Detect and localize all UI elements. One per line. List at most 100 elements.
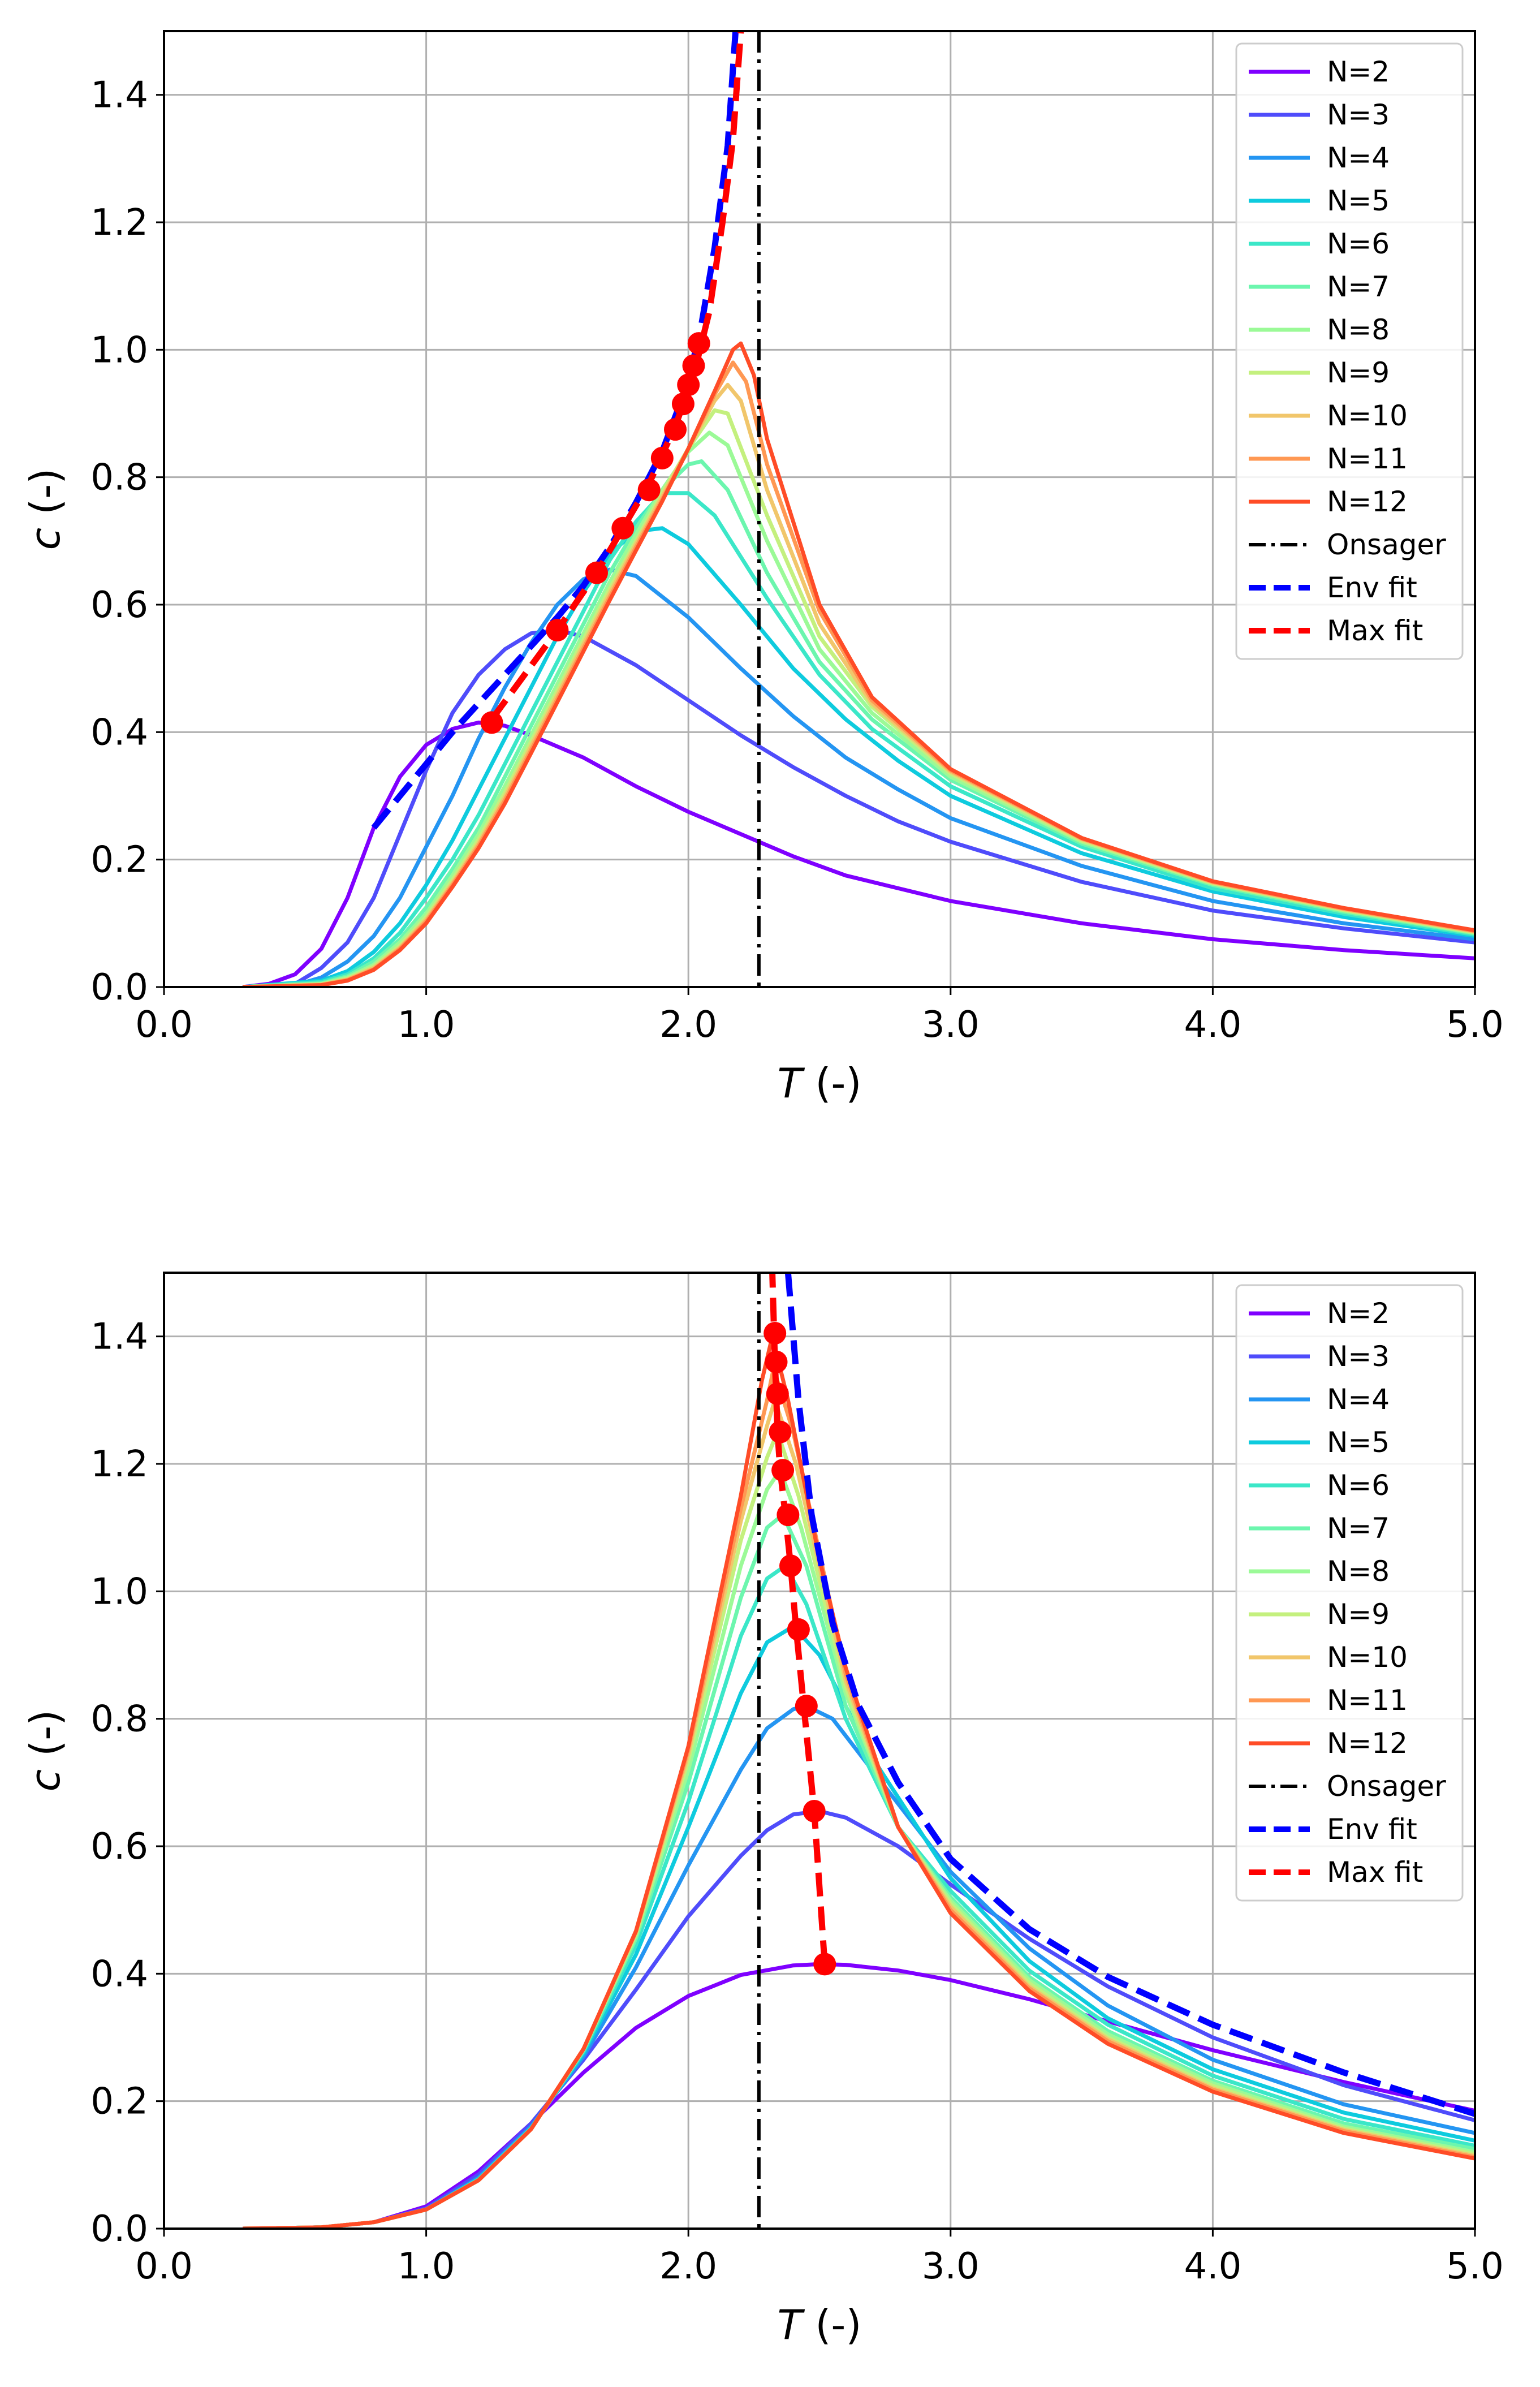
x-axis-label: T (-) — [777, 2301, 861, 2349]
maximum-marker — [777, 1503, 800, 1527]
y-tick-label: 1.4 — [90, 1316, 148, 1358]
maximum-marker — [664, 418, 687, 441]
y-tick-label: 0.4 — [90, 712, 148, 753]
legend-label-n-7: N=7 — [1327, 270, 1390, 303]
legend-label-n-9: N=9 — [1327, 1598, 1390, 1631]
legend-label-n-5: N=5 — [1327, 184, 1390, 217]
x-tick-label: 3.0 — [922, 1004, 980, 1046]
legend-label-n-12: N=12 — [1327, 485, 1408, 518]
x-tick-label: 5.0 — [1446, 2246, 1504, 2287]
maximum-marker — [779, 1554, 803, 1578]
y-tick-label: 1.2 — [90, 202, 148, 244]
series-line-env-fit — [371, 31, 739, 830]
series-line-n-7 — [242, 459, 1475, 987]
x-tick-label: 4.0 — [1184, 2246, 1242, 2287]
legend-label-onsager: Onsager — [1327, 1770, 1446, 1803]
legend-label-env-fit: Env fit — [1327, 1813, 1417, 1846]
maximum-marker — [650, 446, 674, 469]
legend-box — [1235, 42, 1464, 660]
legend-label-n-6: N=6 — [1327, 227, 1390, 260]
x-axis-variable: T — [777, 1059, 805, 1107]
y-tick-label: 0.6 — [90, 584, 148, 626]
y-axis-unit: (-) — [21, 1710, 69, 1756]
legend-label-n-4: N=4 — [1327, 1383, 1390, 1416]
y-tick-label: 1.0 — [90, 329, 148, 371]
legend-label-n-4: N=4 — [1327, 141, 1390, 174]
y-tick-label: 0.8 — [90, 457, 148, 499]
legend-label-n-3: N=3 — [1327, 1340, 1390, 1373]
legend-label-n-8: N=8 — [1327, 1555, 1390, 1588]
y-axis-variable: c — [21, 528, 69, 550]
legend-label-n-7: N=7 — [1327, 1512, 1390, 1545]
legend-label-n-11: N=11 — [1327, 1684, 1408, 1717]
y-axis-label: c (-) — [21, 1710, 69, 1792]
x-tick-label: 1.0 — [398, 2246, 455, 2287]
legend-label-max-fit: Max fit — [1327, 614, 1423, 647]
x-tick-label: 5.0 — [1446, 1004, 1504, 1046]
series-line-n-2 — [242, 720, 1475, 987]
x-tick-label: 2.0 — [659, 1004, 717, 1046]
y-tick-label: 1.2 — [90, 1444, 148, 1485]
x-axis-variable: T — [777, 2301, 805, 2349]
maximum-marker — [677, 373, 700, 397]
legend-box — [1235, 1284, 1464, 1902]
maximum-marker — [546, 619, 569, 642]
legend-label-n-5: N=5 — [1327, 1426, 1390, 1459]
maximum-marker — [763, 1322, 787, 1345]
series-line-n-12 — [243, 341, 1475, 987]
legend: N=2 N=3 N=4 N=5 N=6 N=7 N=8 N=9 N=10 N=11 N=12 Onsa… — [1235, 1284, 1464, 1902]
y-tick-label: 0.0 — [90, 967, 148, 1009]
maximum-marker — [682, 354, 705, 377]
maximum-marker — [637, 479, 661, 502]
y-tick-label: 0.6 — [90, 1826, 148, 1868]
x-tick-label: 0.0 — [135, 2246, 193, 2287]
maximum-marker — [787, 1618, 810, 1641]
x-tick-label: 3.0 — [922, 2246, 980, 2287]
maximum-marker — [769, 1420, 792, 1444]
maximum-marker — [803, 1800, 826, 1823]
legend-label-n-10: N=10 — [1327, 1641, 1408, 1674]
y-axis-unit: (-) — [21, 468, 69, 515]
y-tick-label: 1.0 — [90, 1571, 148, 1613]
y-tick-label: 0.4 — [90, 1953, 148, 1995]
y-tick-label: 1.4 — [90, 75, 148, 117]
series-line-env-fit — [784, 1273, 1475, 2117]
maximum-marker — [795, 1695, 818, 1718]
axes-frame — [163, 30, 1476, 988]
legend-label-max-fit: Max fit — [1327, 1856, 1423, 1889]
plot-area — [242, 31, 1475, 987]
legend-label-n-2: N=2 — [1327, 55, 1390, 88]
maximum-marker — [480, 711, 503, 734]
x-axis-unit: (-) — [815, 2301, 861, 2349]
legend-label-n-2: N=2 — [1327, 1297, 1390, 1330]
maximum-marker — [611, 516, 635, 540]
legend-label-n-12: N=12 — [1327, 1727, 1408, 1760]
bottom-panel: 0.0 1.0 2.0 3.0 4.0 5.0 0.0 0.2 0.4 0.6 0.8 1.0 1.2 1… — [21, 1272, 1504, 2349]
legend-label-onsager: Onsager — [1327, 528, 1446, 561]
y-axis-label: c (-) — [21, 468, 69, 550]
series-line-max-fit — [489, 31, 744, 722]
top-panel: 0.0 1.0 2.0 3.0 4.0 5.0 0.0 0.2 0.4 0.6 0.8 1.0 1.2 1… — [21, 30, 1504, 1107]
axes-frame — [163, 1272, 1476, 2230]
legend-label-n-11: N=11 — [1327, 442, 1408, 475]
maximum-marker — [766, 1382, 789, 1406]
y-tick-label: 0.0 — [90, 2208, 148, 2250]
x-axis-label: T (-) — [777, 1059, 861, 1107]
maximum-marker — [813, 1953, 836, 1976]
legend: N=2 N=3 N=4 N=5 N=6 N=7 N=8 N=9 N=10 N=11 N=12 Onsa… — [1235, 42, 1464, 660]
y-tick-label: 0.2 — [90, 2081, 148, 2123]
maximum-marker — [585, 561, 608, 584]
x-axis-unit: (-) — [815, 1059, 861, 1107]
x-tick-label: 4.0 — [1184, 1004, 1242, 1046]
maximum-marker — [771, 1459, 795, 1482]
series-line-n-4 — [242, 567, 1475, 987]
series-line-n-8 — [242, 430, 1475, 987]
legend-label-n-3: N=3 — [1327, 98, 1390, 131]
legend-label-n-8: N=8 — [1327, 313, 1390, 346]
legend-label-n-10: N=10 — [1327, 399, 1408, 432]
maximum-marker — [687, 332, 710, 355]
legend-label-n-6: N=6 — [1327, 1469, 1390, 1502]
y-tick-label: 0.2 — [90, 839, 148, 881]
x-tick-label: 2.0 — [659, 2246, 717, 2287]
